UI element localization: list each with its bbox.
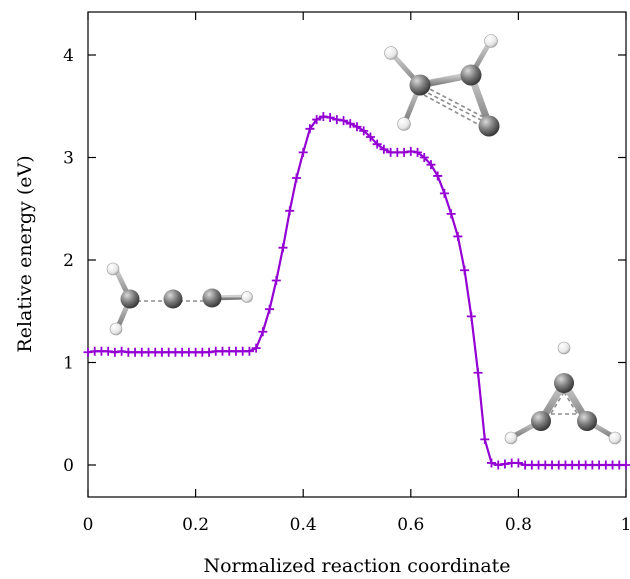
data-point-marker [298,147,308,157]
data-point-marker [493,460,503,470]
data-point-marker [291,173,301,183]
x-tick-label: 0.4 [290,515,317,535]
data-point-marker [500,459,510,469]
data-point-marker [285,206,295,216]
plot-frame [87,11,627,498]
data-point-marker [359,126,369,136]
data-point-marker [399,147,409,157]
data-point-marker [345,119,355,129]
data-point-marker [251,343,261,353]
data-point-marker [372,139,382,149]
data-point-marker [204,347,214,357]
x-axis-title: Normalized reaction coordinate [203,555,510,577]
data-point-marker [513,458,523,468]
data-point-marker [379,144,389,154]
data-point-marker [325,113,335,123]
x-tick-label: 0 [83,515,94,535]
data-point-marker [339,116,349,126]
data-point-marker [487,458,496,468]
data-point-marker [413,147,423,157]
y-tick-label: 2 [63,251,74,271]
y-axis-tick-labels: 0 1 2 3 4 [63,46,74,476]
y-tick-label: 4 [63,46,74,66]
data-point-marker [318,112,328,121]
molecule-vinylidene-icon [106,262,253,336]
data-point-marker [117,346,127,356]
data-point-marker [83,347,93,357]
data-point-marker [305,124,315,134]
molecule-cyclopropenylidene-icon [504,341,622,445]
y-tick-label: 0 [63,456,74,476]
data-point-marker [426,160,436,170]
data-point-marker [621,460,630,470]
data-point-marker [473,368,483,378]
data-point-marker [244,346,254,356]
energy-profile-markers [83,112,630,470]
data-point-marker [365,132,375,142]
data-point-marker [466,311,476,321]
data-point-marker [406,146,416,156]
y-axis-title: Relative energy (eV) [14,155,36,352]
data-point-marker [265,304,275,314]
data-point-marker [352,122,362,132]
data-point-marker [439,188,449,198]
molecule-transition-state-icon [384,34,500,137]
data-point-marker [433,171,443,181]
data-point-marker [103,346,113,356]
data-point-marker [419,153,429,162]
x-tick-label: 0.2 [182,515,209,535]
data-point-marker [271,276,281,285]
y-axis-ticks [88,54,626,466]
data-point-marker [332,115,342,125]
data-point-marker [312,115,322,125]
data-point-marker [460,265,470,275]
x-tick-label: 1 [621,515,630,535]
data-point-marker [110,347,120,357]
data-point-marker [258,327,268,337]
x-tick-label: 0.8 [505,515,532,535]
x-tick-label: 0.6 [397,515,424,535]
data-point-marker [278,243,288,253]
x-axis-tick-labels: 0 0.2 0.4 0.6 0.8 1 [83,515,630,535]
data-point-marker [480,434,490,444]
x-axis-ticks [87,12,627,497]
y-tick-label: 3 [63,149,74,169]
y-tick-label: 1 [63,354,74,374]
data-point-marker [453,231,463,241]
data-point-marker [446,209,456,219]
